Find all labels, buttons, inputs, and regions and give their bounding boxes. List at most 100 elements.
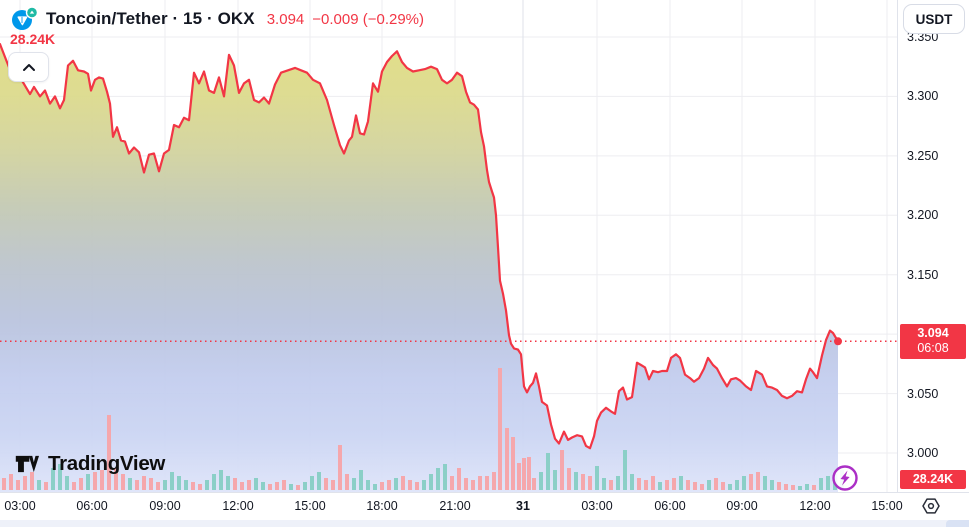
volume-bar bbox=[65, 476, 69, 490]
volume-bar bbox=[282, 480, 286, 490]
volume-bar bbox=[505, 428, 509, 490]
volume-bar bbox=[436, 468, 440, 490]
volume-bar bbox=[728, 484, 732, 490]
time-scale[interactable]: 03:00 06:00 09:00 12:00 15:00 18:00 21:00 31 03:… bbox=[0, 492, 969, 521]
volume-bar bbox=[450, 476, 454, 490]
volume-bar bbox=[240, 482, 244, 490]
volume-bar bbox=[581, 474, 585, 490]
volume-bar bbox=[58, 464, 62, 490]
volume-bar bbox=[749, 474, 753, 490]
lightning-icon bbox=[832, 465, 858, 491]
volume-bar bbox=[574, 472, 578, 490]
volume-bar bbox=[714, 478, 718, 490]
bottom-strip bbox=[0, 520, 969, 527]
volume-bar bbox=[429, 474, 433, 490]
time-tick-label: 06:00 bbox=[76, 499, 108, 513]
volume-bar bbox=[72, 482, 76, 490]
watermark-brand: TradingView bbox=[48, 452, 166, 475]
time-tick-label: 12:00 bbox=[222, 499, 254, 513]
tradingview-watermark: TradingView bbox=[14, 452, 165, 476]
volume-bar bbox=[721, 482, 725, 490]
volume-bar bbox=[401, 476, 405, 490]
price-tick-label: 3.300 bbox=[907, 89, 939, 104]
volume-bar bbox=[93, 472, 97, 490]
volume-bar bbox=[686, 480, 690, 490]
volume-bar bbox=[205, 480, 209, 490]
gear-icon[interactable] bbox=[917, 495, 945, 517]
volume-bar bbox=[595, 466, 599, 490]
volume-bar bbox=[546, 453, 550, 490]
volume-bar bbox=[359, 470, 363, 490]
volume-bar bbox=[79, 478, 83, 490]
volume-bar bbox=[275, 482, 279, 490]
volume-bar bbox=[198, 484, 202, 490]
volume-axis-label: 28.24K bbox=[900, 470, 966, 489]
volume-bar bbox=[457, 468, 461, 490]
volume-bar bbox=[268, 484, 272, 490]
volume-bar bbox=[630, 474, 634, 490]
volume-bar bbox=[826, 476, 830, 490]
legend-collapse-button[interactable] bbox=[8, 52, 49, 82]
volume-bar bbox=[798, 486, 802, 490]
price-tick-label: 3.050 bbox=[907, 386, 939, 401]
volume-bar bbox=[415, 482, 419, 490]
volume-bar bbox=[498, 368, 502, 490]
volume-bar bbox=[121, 474, 125, 490]
volume-bar bbox=[819, 478, 823, 490]
volume-bar bbox=[324, 478, 328, 490]
volume-bar bbox=[317, 472, 321, 490]
price-change: −0.009 (−0.29%) bbox=[312, 10, 425, 28]
volume-bar bbox=[338, 445, 342, 490]
volume-bar bbox=[522, 458, 526, 490]
volume-bar bbox=[478, 476, 482, 490]
volume-bar bbox=[609, 480, 613, 490]
volume-bar bbox=[777, 482, 781, 490]
volume-bar bbox=[142, 476, 146, 490]
time-tick-label: 31 bbox=[516, 499, 530, 513]
symbol-title[interactable]: Toncoin/Tether · 15 · OKX bbox=[46, 9, 255, 28]
volume-bar bbox=[289, 484, 293, 490]
volume-bar bbox=[177, 476, 181, 490]
volume-bar bbox=[366, 480, 370, 490]
volume-bar bbox=[492, 472, 496, 490]
volume-bar bbox=[693, 482, 697, 490]
chevron-up-icon bbox=[22, 63, 35, 71]
volume-bar bbox=[23, 476, 27, 490]
price-tick-label: 3.250 bbox=[907, 148, 939, 163]
volume-bar bbox=[527, 457, 531, 490]
volume-bar bbox=[303, 482, 307, 490]
volume-bar bbox=[408, 480, 412, 490]
volume-bar bbox=[373, 484, 377, 490]
volume-bar bbox=[784, 484, 788, 490]
volume-bar bbox=[310, 476, 314, 490]
volume-bar bbox=[517, 463, 521, 490]
currency-unit-button[interactable]: USDT bbox=[903, 4, 965, 34]
volume-bar bbox=[387, 480, 391, 490]
price-tick-label: 3.000 bbox=[907, 446, 939, 460]
volume-bar bbox=[107, 415, 111, 490]
time-tick-label: 15:00 bbox=[871, 499, 903, 513]
volume-bar bbox=[2, 478, 6, 490]
time-tick-label: 18:00 bbox=[366, 499, 398, 513]
flash-button[interactable] bbox=[831, 464, 859, 492]
volume-bar bbox=[247, 480, 251, 490]
volume-bar bbox=[464, 478, 468, 490]
volume-bar bbox=[51, 468, 55, 490]
volume-bar bbox=[532, 478, 536, 490]
price-tick-label: 3.200 bbox=[907, 208, 939, 223]
volume-bar bbox=[212, 474, 216, 490]
volume-bar bbox=[184, 480, 188, 490]
volume-bar bbox=[37, 480, 41, 490]
volume-bar bbox=[394, 478, 398, 490]
area-fill bbox=[0, 44, 838, 492]
volume-bar bbox=[485, 476, 489, 490]
volume-bar bbox=[735, 480, 739, 490]
volume-bar bbox=[700, 484, 704, 490]
bar-countdown: 06:08 bbox=[917, 341, 949, 356]
volume-bar bbox=[422, 480, 426, 490]
tradingview-logo-icon bbox=[15, 455, 40, 473]
volume-bar bbox=[170, 472, 174, 490]
volume-bar bbox=[588, 476, 592, 490]
